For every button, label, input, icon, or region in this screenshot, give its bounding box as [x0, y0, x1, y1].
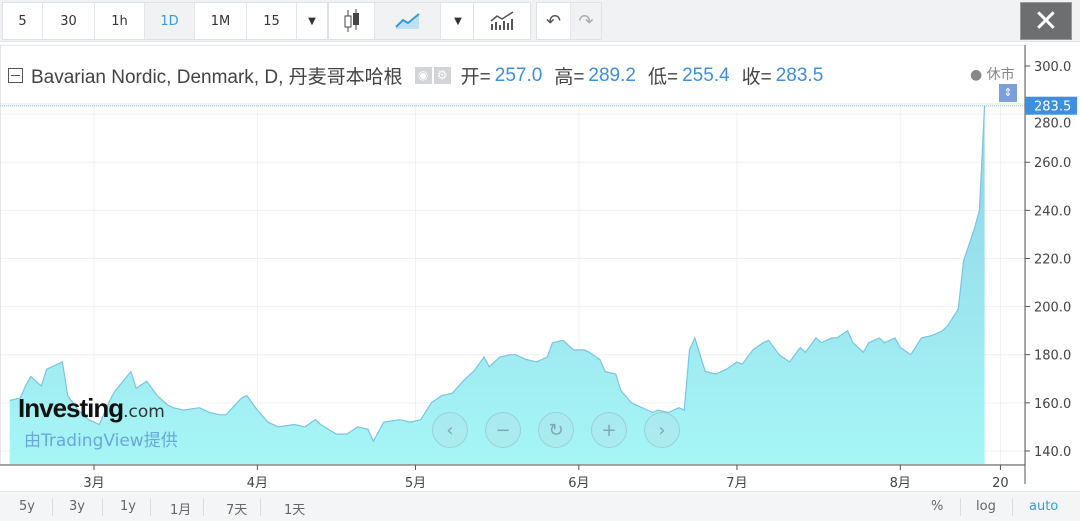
x-tick-label: 4月 — [247, 476, 268, 490]
redo-icon[interactable]: ↷ — [571, 3, 601, 39]
bottom-bar: 5y 3y 1y 1月 7天 1天 % log auto — [0, 491, 1080, 521]
history-group: ↶ ↷ — [536, 2, 602, 40]
x-tick-label: 3月 — [83, 476, 104, 490]
collapse-icon[interactable] — [8, 68, 23, 83]
investing-logo: Investing.com 由TradingView提供 — [18, 393, 178, 451]
x-tick-label: 7月 — [726, 476, 747, 490]
x-tick-label: 20 — [992, 476, 1009, 490]
legend-bg — [1, 46, 1024, 104]
chart-legend: Bavarian Nordic, Denmark, D, 丹麦哥本哈根 ◉ ⚙ … — [8, 62, 823, 89]
reset-icon[interactable]: ↻ — [538, 412, 574, 448]
scroll-left-icon[interactable]: ‹ — [432, 412, 468, 448]
interval-1d[interactable]: 1D — [145, 3, 195, 39]
market-status: ● 休市 — [970, 67, 1015, 83]
toolbar: 5 30 1h 1D 1M 15 ▼ ▼ ↶ ↷ ✕ — [0, 0, 1080, 42]
symbol-title: Bavarian Nordic, Denmark, D, 丹麦哥本哈根 — [31, 67, 403, 88]
y-tick-label: 220.0 — [1034, 252, 1071, 267]
interval-1h[interactable]: 1h — [95, 3, 145, 39]
price-chart[interactable]: 300.0 280.0 260.0 240.0 220.0 200.0 180.0 160.0… — [0, 45, 1080, 490]
x-tick-label: 5月 — [405, 476, 426, 490]
low-label: 低= — [647, 67, 679, 88]
y-tick-label: 260.0 — [1034, 156, 1071, 171]
area-chart-icon[interactable] — [375, 3, 441, 39]
y-tick-label: 280.0 — [1034, 117, 1071, 132]
last-price-badge — [1025, 96, 1077, 115]
logo-suffix: .com — [123, 402, 165, 422]
percent-scale-button[interactable]: % — [931, 499, 944, 514]
low-value: 255.4 — [682, 64, 730, 86]
undo-icon[interactable]: ↶ — [537, 3, 571, 39]
eye-icon[interactable]: ◉ — [414, 67, 432, 84]
high-label: 高= — [554, 67, 585, 88]
price-area — [9, 105, 985, 464]
range-1d[interactable]: 1天 — [284, 503, 306, 518]
interval-15[interactable]: 15 — [247, 3, 297, 39]
open-label: 开= — [460, 67, 491, 88]
close-value: 283.5 — [775, 64, 824, 86]
y-tick-label: 200.0 — [1034, 301, 1071, 316]
x-tick-label: 6月 — [568, 476, 589, 490]
indicators-icon[interactable] — [474, 3, 530, 39]
range-1m[interactable]: 1月 — [170, 503, 192, 518]
x-tick-label: 8月 — [890, 476, 911, 490]
interval-dropdown-icon[interactable]: ▼ — [308, 15, 316, 27]
log-scale-button[interactable]: log — [976, 499, 996, 514]
candlestick-icon[interactable] — [329, 3, 375, 39]
y-tick-label: 160.0 — [1034, 397, 1071, 412]
range-1y[interactable]: 1y — [120, 499, 136, 514]
open-value: 257.0 — [494, 64, 543, 86]
scroll-right-icon[interactable]: › — [644, 412, 680, 448]
auto-scale-button[interactable]: auto — [1029, 499, 1059, 514]
close-button[interactable]: ✕ — [1020, 2, 1072, 40]
range-7d[interactable]: 7天 — [226, 503, 248, 518]
zoom-in-icon[interactable]: + — [591, 412, 627, 448]
high-value: 289.2 — [588, 64, 636, 86]
interval-1m[interactable]: 1M — [195, 3, 247, 39]
chart-type-group: ▼ — [328, 2, 476, 40]
gear-icon[interactable]: ⚙ — [433, 67, 451, 84]
y-tick-label: 300.0 — [1034, 60, 1071, 75]
scale-toggle-icon[interactable]: ⇕ — [999, 84, 1017, 102]
price-line — [9, 105, 986, 443]
y-tick-label: 240.0 — [1034, 204, 1071, 219]
last-price-label: 283.5 — [1034, 100, 1071, 115]
chart-type-dropdown-icon[interactable]: ▼ — [454, 15, 462, 27]
interval-group: 5 30 1h 1D 1M 15 ▼ — [2, 2, 328, 40]
logo-main: Investing — [18, 393, 124, 423]
range-5y[interactable]: 5y — [19, 499, 35, 514]
provided-by: 由TradingView提供 — [24, 431, 178, 451]
y-tick-label: 140.0 — [1034, 445, 1071, 460]
interval-30[interactable]: 30 — [43, 3, 95, 39]
close-label: 收= — [741, 67, 772, 88]
range-3y[interactable]: 3y — [69, 499, 85, 514]
interval-5[interactable]: 5 — [3, 3, 43, 39]
chart-navigation: ‹ − ↻ + › — [432, 412, 680, 448]
zoom-out-icon[interactable]: − — [485, 412, 521, 448]
y-tick-label: 180.0 — [1034, 349, 1071, 364]
indicators-group — [473, 2, 531, 40]
